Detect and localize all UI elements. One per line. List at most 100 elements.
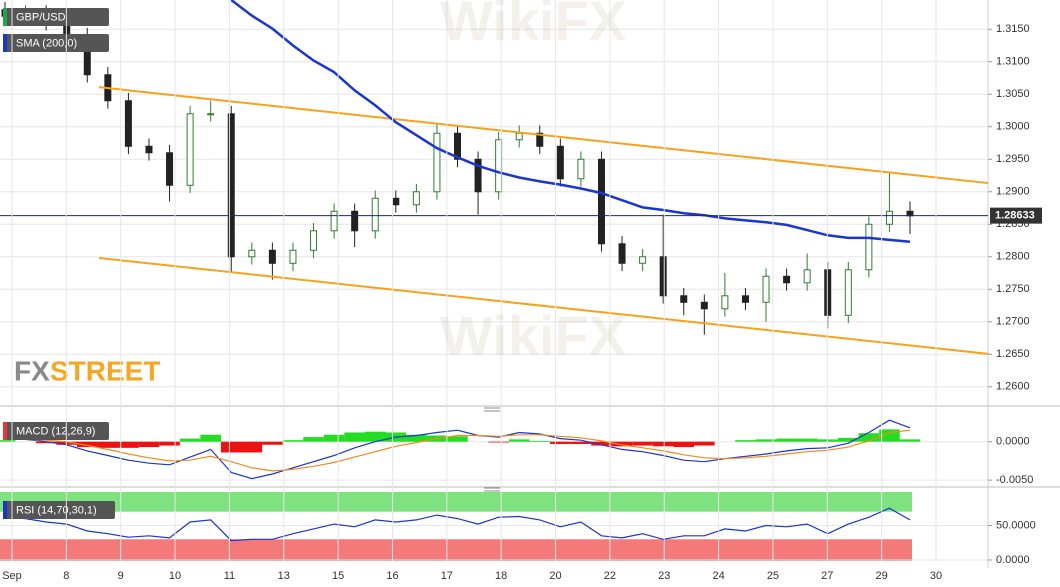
- y-tick-label: 1.2650: [996, 348, 1030, 360]
- legend-box: [3, 8, 109, 26]
- candle-body: [186, 113, 194, 186]
- x-tick-label: 9: [118, 570, 124, 582]
- histogram-bar: [735, 440, 756, 442]
- x-tick-label: 8: [63, 570, 69, 582]
- candle-body: [721, 295, 729, 310]
- candle-body: [741, 295, 749, 303]
- logo-fx: FX: [14, 355, 50, 386]
- y-tick-label: -0.0050: [996, 474, 1033, 486]
- histogram-bar: [364, 431, 386, 442]
- y-tick-label: 1.3150: [996, 23, 1030, 35]
- legend-swatch: [3, 501, 7, 519]
- histogram-bar: [118, 441, 139, 448]
- candle-body: [145, 145, 153, 154]
- candle-body: [515, 132, 523, 141]
- candle-body: [268, 249, 276, 264]
- y-tick-label: 1.2900: [996, 186, 1030, 198]
- candle-body: [885, 210, 893, 225]
- logo-street: STREET: [50, 355, 160, 386]
- resize-handle[interactable]: [484, 487, 500, 492]
- legend-swatch: [3, 422, 7, 440]
- legend-swatch: [3, 34, 7, 52]
- x-tick-label: 30: [930, 570, 942, 582]
- candle-body: [227, 113, 235, 258]
- x-tick-label: 17: [441, 570, 453, 582]
- histogram-bar: [632, 441, 653, 446]
- y-tick-label: 1.2600: [996, 381, 1030, 393]
- watermark-group: WikiFX WikiFX: [440, 0, 626, 367]
- y-tick-label: 1.3000: [996, 121, 1030, 133]
- histogram-bar: [76, 441, 98, 448]
- x-tick-label: 27: [821, 570, 833, 582]
- histogram-bar: [899, 439, 921, 442]
- histogram-bar: [262, 441, 283, 445]
- line: [4, 507, 911, 542]
- legend-label: RSI (14,70,30,1): [16, 504, 97, 516]
- x-tick-label: 18: [495, 570, 507, 582]
- legend-box: [3, 34, 109, 52]
- x-tick-label: Sep: [2, 570, 22, 582]
- histogram-bar: [755, 439, 777, 442]
- watermark: WikiFX: [440, 304, 626, 367]
- x-tick-label: 20: [549, 570, 561, 582]
- x-tick-label: 11: [224, 570, 235, 582]
- legend-box: [3, 422, 109, 440]
- histogram-bar: [0, 440, 16, 442]
- candle-body: [330, 210, 338, 232]
- candle-body: [597, 158, 605, 245]
- candle-body: [166, 152, 174, 186]
- trend-line: [98, 86, 989, 185]
- line: [4, 419, 911, 480]
- y-tick-label: 0.0000: [996, 436, 1030, 448]
- histogram-bar: [550, 441, 571, 444]
- candle-body: [207, 113, 215, 116]
- y-tick-label: 50.0000: [996, 519, 1036, 531]
- legend-swatch: [3, 8, 7, 26]
- y-tick-label: 1.3100: [996, 56, 1030, 68]
- candle-body: [639, 256, 647, 264]
- candle-body: [474, 158, 482, 193]
- line: [230, 0, 911, 244]
- histogram-bar: [179, 438, 201, 442]
- candle-body: [700, 301, 708, 310]
- legend-label: GBP/USD: [16, 11, 66, 23]
- y-tick-label: 1.2950: [996, 153, 1030, 165]
- overbought-zone: [0, 492, 912, 512]
- candle-body: [659, 256, 667, 297]
- x-tick-label: 24: [712, 570, 724, 582]
- candle-body: [124, 100, 132, 147]
- legend-label: SMA (200,0): [16, 37, 77, 49]
- candle-body: [680, 295, 688, 303]
- legend-label: MACD (12,26,9): [16, 425, 95, 437]
- x-tick-label: 16: [386, 570, 398, 582]
- x-tick-label: 23: [658, 570, 670, 582]
- histogram-bar: [220, 441, 242, 453]
- candle-body: [577, 158, 585, 180]
- histogram-bar: [303, 437, 324, 442]
- candle-body: [844, 269, 852, 316]
- candle-body: [248, 249, 256, 258]
- candle-body: [783, 275, 791, 284]
- candle-body: [762, 275, 770, 303]
- last-price-label: 1.28633: [995, 210, 1035, 222]
- histogram-bar: [776, 438, 797, 442]
- candle-body: [392, 197, 400, 206]
- x-tick-label: 13: [278, 570, 290, 582]
- histogram-bar: [241, 441, 263, 453]
- candle-body: [412, 191, 420, 206]
- candle-body: [371, 197, 379, 232]
- histogram-bar: [796, 438, 818, 442]
- x-tick-label: 10: [169, 570, 181, 582]
- oversold-zone: [0, 539, 912, 561]
- legend-box: [3, 501, 115, 519]
- histogram-bar: [406, 434, 427, 442]
- histogram-bar: [138, 441, 160, 448]
- candle-body: [289, 249, 297, 264]
- y-tick-label: 1.2750: [996, 283, 1030, 295]
- histogram-bar: [858, 433, 880, 442]
- histogram-bar: [35, 441, 57, 444]
- watermark: WikiFX: [440, 0, 626, 52]
- resize-handle[interactable]: [484, 407, 500, 412]
- candle-body: [803, 269, 811, 284]
